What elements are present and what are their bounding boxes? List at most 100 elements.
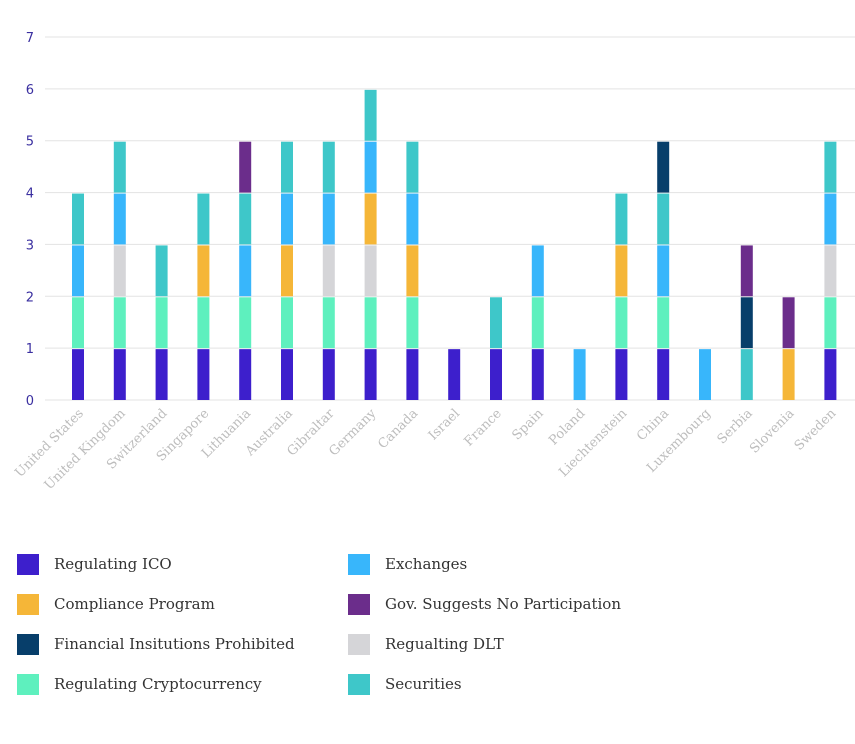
bar-segment[interactable] — [615, 245, 628, 297]
bar-segment[interactable] — [113, 193, 126, 245]
x-tick-label: France — [461, 406, 505, 450]
bar-segment[interactable] — [406, 245, 419, 297]
bar-segment[interactable] — [364, 245, 377, 297]
bar-segment[interactable] — [364, 193, 377, 245]
bars — [72, 89, 837, 400]
bar-segment[interactable] — [615, 297, 628, 349]
bar-segment[interactable] — [531, 297, 544, 349]
bar-segment[interactable] — [364, 89, 377, 141]
bar-segment[interactable] — [657, 193, 670, 245]
x-tick-label: Poland — [546, 406, 588, 448]
bar-segment[interactable] — [239, 141, 252, 193]
bar-segment[interactable] — [824, 297, 837, 349]
bar-segment[interactable] — [531, 245, 544, 297]
bar-segment[interactable] — [364, 297, 377, 349]
legend-swatch — [348, 673, 370, 695]
bar-segment[interactable] — [155, 297, 168, 349]
bar-segment[interactable] — [281, 297, 293, 349]
bar-segment[interactable] — [824, 141, 837, 193]
legend-item[interactable]: Compliance Program — [17, 593, 348, 615]
bar-segment[interactable] — [490, 297, 502, 349]
bar-segment[interactable] — [239, 297, 252, 349]
bar-segment[interactable] — [281, 141, 293, 193]
y-tick-label: 6 — [26, 83, 34, 98]
bar-segment[interactable] — [740, 349, 753, 400]
bar-segment[interactable] — [406, 141, 419, 193]
legend-swatch — [17, 553, 39, 575]
bar-segment[interactable] — [322, 297, 335, 349]
legend-swatch — [17, 593, 39, 615]
legend-item[interactable]: Regulating ICO — [17, 553, 348, 575]
bar-segment[interactable] — [406, 297, 419, 349]
x-tick-label: Canada — [375, 406, 421, 452]
bar-segment[interactable] — [406, 193, 419, 245]
y-tick-label: 5 — [26, 135, 34, 150]
legend-swatch — [17, 673, 39, 695]
x-tick-label: Israel — [426, 406, 463, 443]
bar-segment[interactable] — [281, 245, 293, 297]
legend: Regulating ICO Exchanges Compliance Prog… — [17, 553, 717, 695]
legend-item[interactable]: Securities — [348, 673, 679, 695]
bar-segment[interactable] — [782, 349, 795, 400]
bar-segment[interactable] — [490, 349, 502, 400]
y-tick-label: 1 — [26, 342, 34, 357]
bar-segment[interactable] — [657, 349, 670, 400]
bar-segment[interactable] — [281, 193, 293, 245]
bar-segment[interactable] — [406, 349, 419, 400]
legend-swatch — [348, 553, 370, 575]
legend-item[interactable]: Gov. Suggests No Participation — [348, 593, 679, 615]
legend-item[interactable]: Regulating Cryptocurrency — [17, 673, 348, 695]
bar-segment[interactable] — [322, 141, 335, 193]
bar-segment[interactable] — [364, 141, 377, 193]
bar-segment[interactable] — [113, 297, 126, 349]
bar-segment[interactable] — [155, 349, 168, 400]
bar-segment[interactable] — [824, 245, 837, 297]
bar-segment[interactable] — [239, 349, 252, 400]
bar-segment[interactable] — [740, 245, 753, 297]
legend-swatch — [17, 633, 39, 655]
bar-segment[interactable] — [72, 349, 84, 400]
bar-segment[interactable] — [364, 349, 377, 400]
bar-segment[interactable] — [281, 349, 293, 400]
x-tick-label: Slovenia — [747, 406, 798, 457]
bar-segment[interactable] — [72, 245, 84, 297]
bar-segment[interactable] — [782, 297, 795, 349]
bar-segment[interactable] — [155, 245, 168, 297]
bar-segment[interactable] — [573, 349, 586, 400]
bar-segment[interactable] — [448, 349, 461, 400]
bar-segment[interactable] — [322, 193, 335, 245]
legend-label: Regulating ICO — [54, 555, 172, 573]
bar-segment[interactable] — [615, 349, 628, 400]
bar-segment[interactable] — [322, 245, 335, 297]
bar-segment[interactable] — [657, 141, 670, 193]
bar-segment[interactable] — [239, 193, 252, 245]
bar-segment[interactable] — [113, 141, 126, 193]
bar-segment[interactable] — [239, 245, 252, 297]
bar-segment[interactable] — [824, 193, 837, 245]
bar-segment[interactable] — [615, 193, 628, 245]
bar-segment[interactable] — [197, 349, 210, 400]
bar-segment[interactable] — [322, 349, 335, 400]
bar-segment[interactable] — [699, 349, 711, 400]
legend-label: Gov. Suggests No Participation — [385, 595, 621, 613]
legend-item[interactable]: Regualting DLT — [348, 633, 679, 655]
bar-segment[interactable] — [113, 245, 126, 297]
bar-segment[interactable] — [531, 349, 544, 400]
y-tick-label: 4 — [26, 187, 34, 202]
bar-segment[interactable] — [740, 297, 753, 349]
bar-segment[interactable] — [197, 193, 210, 245]
legend-item[interactable]: Financial Insitutions Prohibited — [17, 633, 348, 655]
bar-segment[interactable] — [824, 349, 837, 400]
bar-segment[interactable] — [72, 193, 84, 245]
bar-segment[interactable] — [197, 297, 210, 349]
legend-label: Regulating Cryptocurrency — [54, 675, 262, 693]
bar-segment[interactable] — [197, 245, 210, 297]
bar-segment[interactable] — [113, 349, 126, 400]
y-tick-label: 3 — [26, 238, 34, 253]
bar-segment[interactable] — [72, 297, 84, 349]
bar-segment[interactable] — [657, 297, 670, 349]
legend-item[interactable]: Exchanges — [348, 553, 679, 575]
bar-segment[interactable] — [657, 245, 670, 297]
y-tick-label: 7 — [26, 31, 34, 46]
